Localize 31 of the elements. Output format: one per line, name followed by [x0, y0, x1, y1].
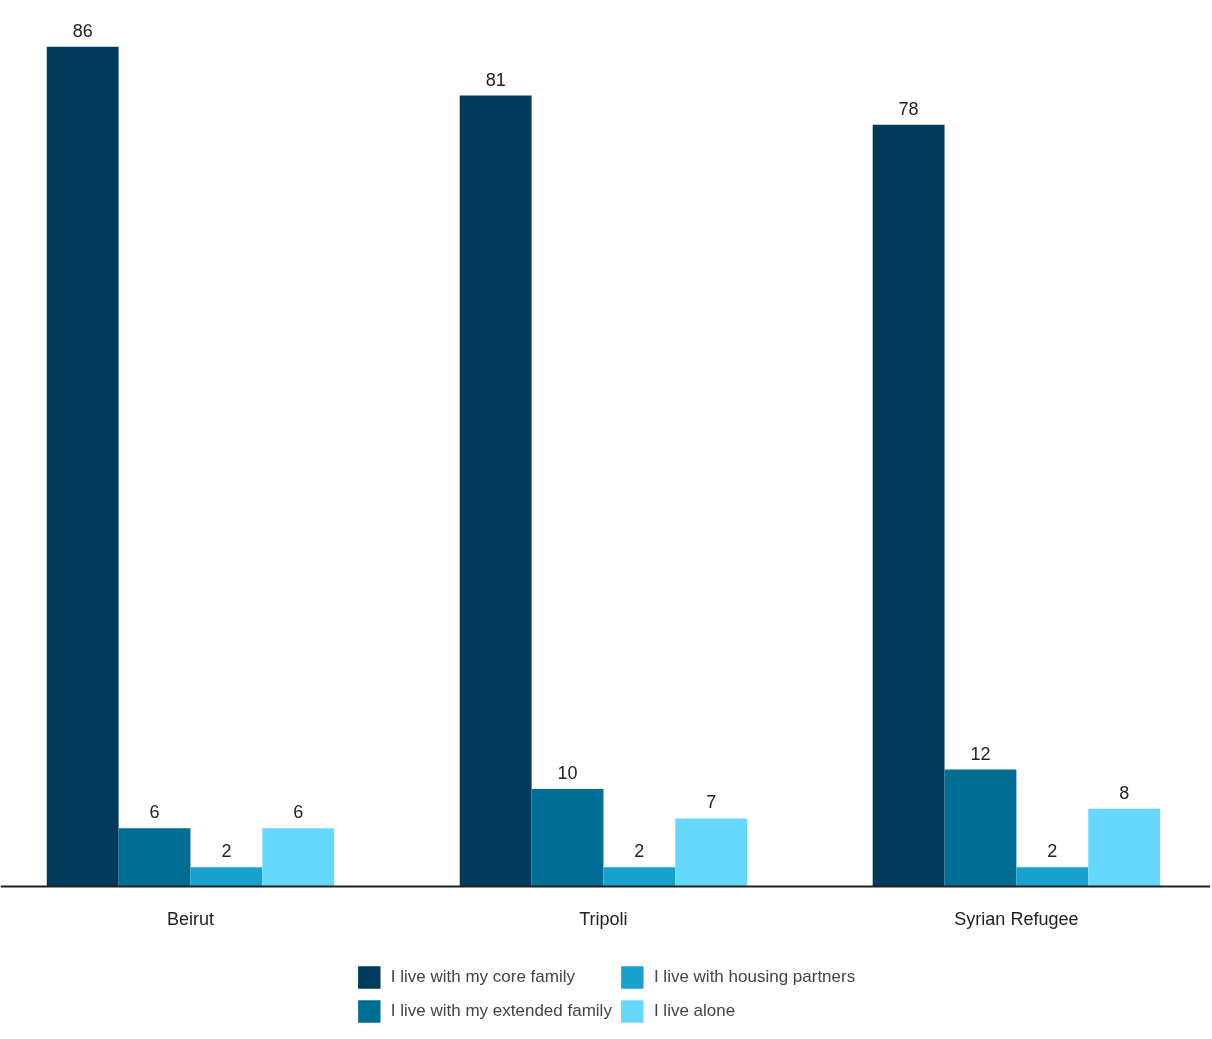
- bar: [1016, 867, 1089, 887]
- legend-label: I live with my core family: [390, 967, 576, 987]
- data-label: 2: [221, 841, 232, 862]
- bar: [118, 828, 191, 887]
- bar: [262, 828, 335, 887]
- data-label: 2: [634, 841, 645, 862]
- data-label: 2: [1047, 841, 1058, 862]
- bar: [46, 46, 119, 887]
- bar: [531, 789, 604, 887]
- data-label: 10: [557, 763, 578, 784]
- x-tick-label: Tripoli: [579, 908, 628, 929]
- data-label: 7: [706, 792, 717, 813]
- bar: [1088, 808, 1161, 887]
- data-label: 6: [293, 802, 304, 823]
- data-label: 12: [970, 743, 991, 764]
- bar: [190, 867, 263, 887]
- data-label: 81: [485, 69, 506, 90]
- x-tick-label: Beirut: [166, 908, 214, 929]
- data-label: 8: [1119, 782, 1130, 803]
- legend-label: I live alone: [653, 1001, 736, 1021]
- legend-label: I live with housing partners: [653, 967, 856, 987]
- bar: [675, 818, 748, 887]
- data-label: 6: [149, 802, 160, 823]
- legend-label: I live with my extended family: [390, 1001, 612, 1021]
- bar: [603, 867, 676, 887]
- data-label: 86: [72, 20, 93, 41]
- data-label: 78: [898, 98, 919, 119]
- x-tick-label: Syrian Refugee: [954, 908, 1079, 929]
- bar: [944, 769, 1017, 887]
- bar: [872, 124, 945, 887]
- bar: [459, 95, 532, 887]
